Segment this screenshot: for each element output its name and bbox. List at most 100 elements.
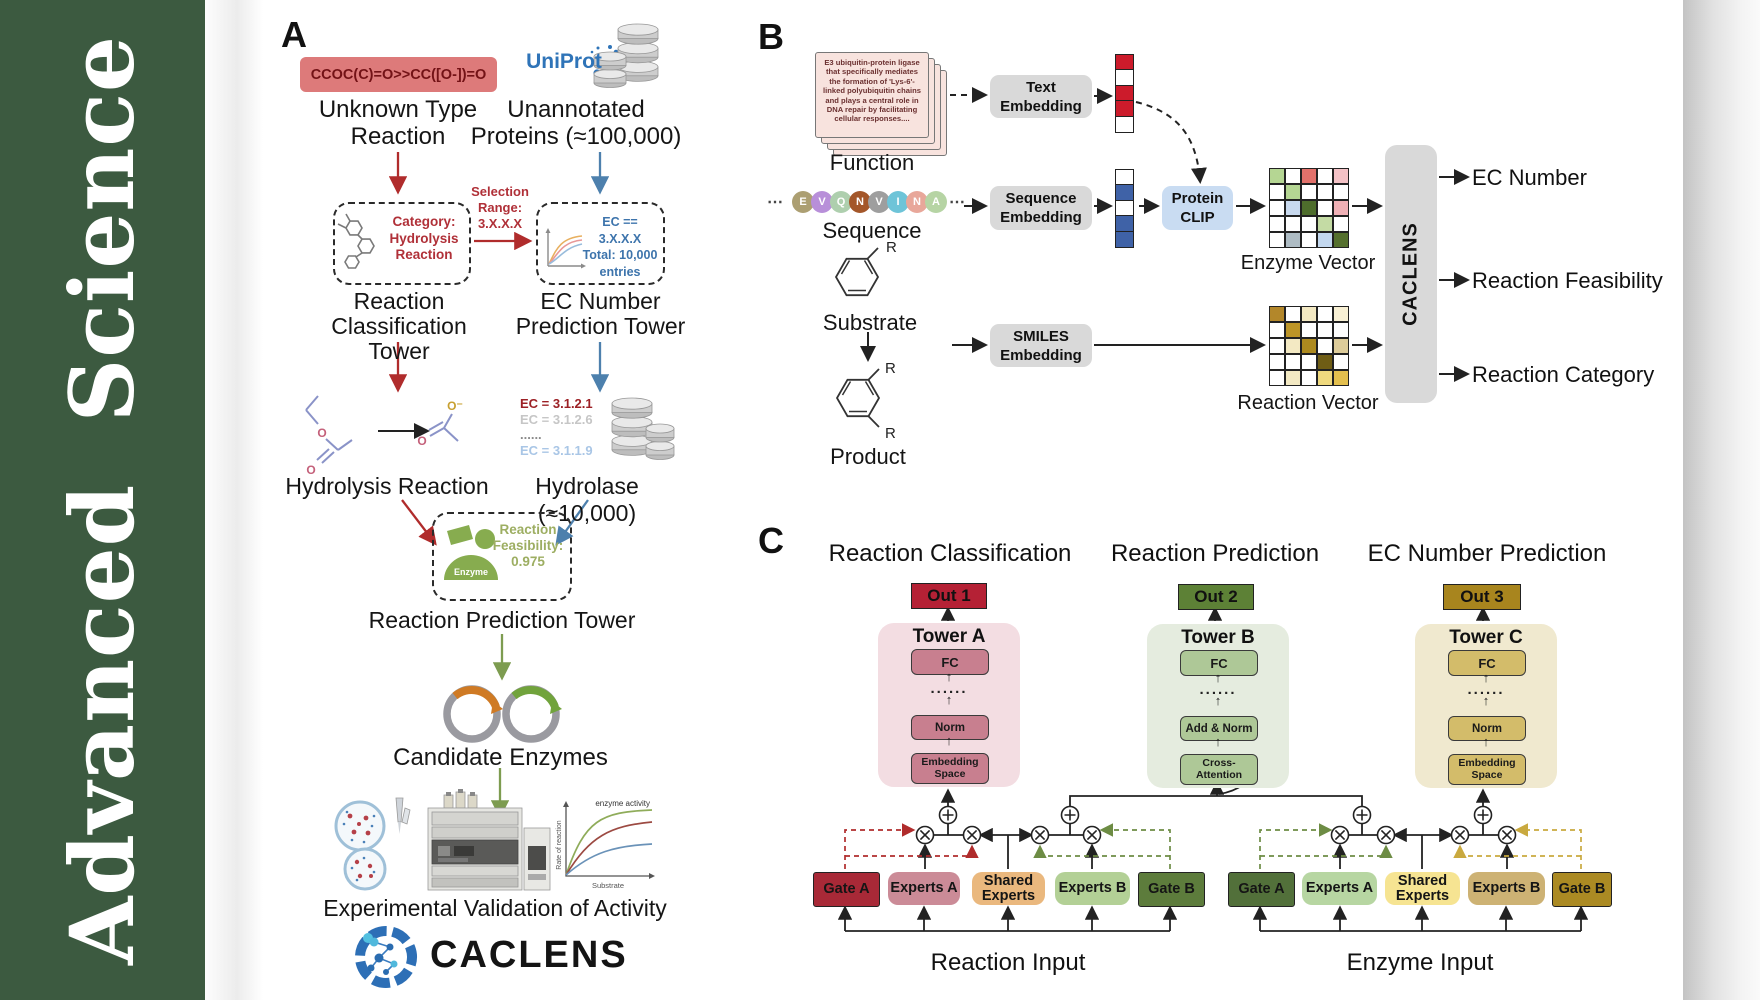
vector-cell bbox=[1316, 215, 1333, 232]
vector-cell bbox=[1284, 321, 1301, 338]
enzyme-icon-label: Enzyme bbox=[454, 567, 488, 577]
tower-c-title: Tower C bbox=[1449, 627, 1523, 648]
smiles-reaction-text: CCOC(C)=O>>CC([O-])=O bbox=[310, 66, 487, 83]
vector-cell bbox=[1284, 231, 1301, 248]
tower-b-title: Tower B bbox=[1181, 627, 1255, 648]
page-left-shadow bbox=[205, 0, 263, 1000]
database-icon bbox=[611, 397, 653, 456]
vector-cell bbox=[1300, 215, 1317, 232]
vector-cell bbox=[1115, 215, 1134, 233]
arrow-up-icon: ↑ bbox=[945, 669, 953, 684]
hydrolysis-reaction-label: Hydrolysis Reaction bbox=[285, 473, 489, 499]
sequence-ellipsis-right: ⋯ bbox=[949, 194, 965, 211]
product-carbonyl-oxygen-atom: O bbox=[417, 434, 426, 448]
tower-c-norm: Norm bbox=[1448, 716, 1526, 741]
sequence-embedding-box: Sequence Embedding bbox=[990, 186, 1092, 230]
caclens-wordmark: CACLENS bbox=[430, 934, 628, 976]
ec-tower-label: EC Number Prediction Tower bbox=[515, 288, 686, 339]
plot-xlabel: Substrate bbox=[592, 881, 624, 890]
vector-cell bbox=[1268, 305, 1285, 322]
smiles-reaction-box: CCOC(C)=O>>CC([O-])=O bbox=[300, 57, 497, 92]
gate-b-box: Gate B bbox=[1552, 872, 1612, 907]
uniprot-logo-text: UniProt bbox=[526, 50, 602, 73]
heading-reaction-prediction: Reaction Prediction bbox=[1110, 540, 1320, 567]
experts-b-box: Experts B bbox=[1055, 872, 1130, 905]
vector-cell bbox=[1300, 183, 1317, 200]
vector-cell bbox=[1284, 199, 1301, 216]
heading-ec-number-prediction: EC Number Prediction bbox=[1367, 540, 1607, 567]
text-embedding-box: Text Embedding bbox=[990, 75, 1092, 118]
vector-cell bbox=[1115, 168, 1134, 186]
vector-cell bbox=[1115, 116, 1134, 134]
vector-cell bbox=[1316, 231, 1333, 248]
validation-label: Experimental Validation of Activity bbox=[323, 895, 667, 921]
database-icon bbox=[645, 423, 675, 460]
residue-circle: V bbox=[868, 191, 890, 213]
gate-b-box: Gate B bbox=[1138, 872, 1205, 907]
vector-cell bbox=[1332, 215, 1349, 232]
panel-b-label: B bbox=[758, 16, 784, 57]
unannotated-proteins-label: Unannotated Proteins (≈100,000) bbox=[470, 96, 682, 150]
ethyl-acetate-structure bbox=[305, 395, 353, 464]
vector-cell bbox=[1316, 167, 1333, 184]
tower-a: Tower A FC ↑ ...... ↑ Norm ↑ Embedding S… bbox=[878, 623, 1020, 787]
candidate-enzymes-label: Candidate Enzymes bbox=[393, 744, 608, 771]
arrow-up-icon: ↑ bbox=[1214, 734, 1222, 749]
arrow-up-icon: ↑ bbox=[1482, 693, 1490, 708]
multiply-add-operators bbox=[915, 805, 1517, 845]
smiles-embedding-box: SMILES Embedding bbox=[990, 324, 1092, 367]
panel-a-arrows bbox=[378, 152, 610, 819]
tower-a-title: Tower A bbox=[912, 626, 986, 647]
classification-tower-label: Reaction Classification Tower bbox=[331, 288, 467, 364]
enzyme-input-label: Enzyme Input bbox=[1346, 949, 1494, 976]
vector-cell bbox=[1115, 84, 1134, 102]
vector-cell bbox=[1268, 353, 1285, 370]
vector-cell bbox=[1316, 337, 1333, 354]
experts-a-box: Experts A bbox=[888, 872, 960, 905]
output-ec-number: EC Number bbox=[1472, 165, 1587, 190]
vector-cell bbox=[1268, 183, 1285, 200]
vector-cell bbox=[1284, 369, 1301, 386]
unknown-reaction-label: Unknown Type Reaction bbox=[318, 96, 478, 150]
sequence-label: Sequence bbox=[822, 218, 922, 243]
function-card-text: E3 ubiquitin-protein ligase that specifi… bbox=[823, 58, 921, 124]
ec-list-item: EC = 3.1.1.9 bbox=[520, 442, 593, 458]
residue-circle: N bbox=[849, 191, 871, 213]
vector-cell bbox=[1268, 215, 1285, 232]
product-r-group-1: R bbox=[885, 360, 896, 377]
vector-cell bbox=[1115, 184, 1134, 202]
arrow-up-icon: ↑ bbox=[945, 733, 953, 748]
vector-cell bbox=[1316, 199, 1333, 216]
vector-cell bbox=[1300, 305, 1317, 322]
vector-cell bbox=[1300, 369, 1317, 386]
vector-cell bbox=[1268, 199, 1285, 216]
acetate-structure bbox=[428, 413, 459, 442]
arrow-up-icon: ↑ bbox=[1482, 670, 1490, 685]
output-reaction-feasibility: Reaction Feasibility bbox=[1472, 268, 1663, 293]
product-structure bbox=[835, 368, 881, 428]
vector-cell bbox=[1332, 231, 1349, 248]
vector-cell bbox=[1300, 321, 1317, 338]
tower-b-fc: FC bbox=[1180, 650, 1258, 676]
sample-dishes-icon bbox=[334, 797, 411, 891]
vector-cell bbox=[1268, 321, 1285, 338]
tower-c: Tower C FC ↑ ...... ↑ Norm ↑ Embedding S… bbox=[1415, 624, 1557, 788]
ec-list-item: ...... bbox=[520, 427, 542, 442]
database-icon bbox=[617, 23, 659, 82]
vector-cell bbox=[1316, 353, 1333, 370]
tower-b-dots: ...... bbox=[1199, 681, 1237, 698]
tower-a-norm: Norm bbox=[911, 715, 989, 740]
ec-tower-box bbox=[536, 202, 665, 285]
vector-cell bbox=[1284, 305, 1301, 322]
vector-cell bbox=[1268, 231, 1285, 248]
out1-box: Out 1 bbox=[911, 583, 987, 609]
panel-b-arrows bbox=[860, 87, 1470, 382]
vector-cell bbox=[1316, 305, 1333, 322]
ec-curves-icon bbox=[545, 228, 586, 269]
out2-box: Out 2 bbox=[1178, 584, 1254, 610]
ester-oxygen-atom: O bbox=[317, 426, 326, 440]
vector-cell bbox=[1268, 337, 1285, 354]
arrow-up-icon: ↑ bbox=[1214, 693, 1222, 708]
